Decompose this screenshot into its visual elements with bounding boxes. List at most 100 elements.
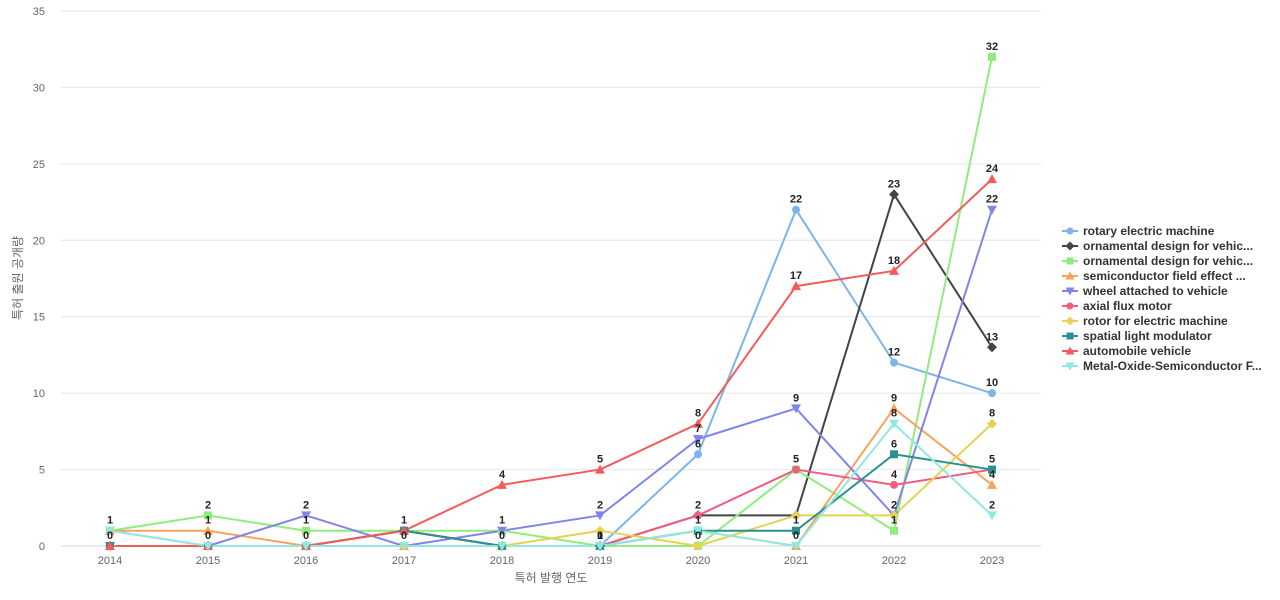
data-label: 1 bbox=[793, 515, 799, 527]
y-tick-label: 30 bbox=[33, 82, 45, 94]
legend-item[interactable]: ornamental design for vehic... bbox=[1062, 254, 1253, 268]
x-tick-label: 2016 bbox=[294, 555, 318, 567]
data-label: 0 bbox=[695, 530, 701, 542]
x-tick-label: 2017 bbox=[392, 555, 416, 567]
legend-item[interactable]: rotor for electric machine bbox=[1062, 314, 1228, 328]
data-label: 23 bbox=[888, 178, 900, 190]
data-point bbox=[595, 525, 605, 536]
series-line bbox=[109, 422, 993, 547]
series-line bbox=[109, 193, 993, 547]
data-point bbox=[399, 542, 409, 551]
data-label: 32 bbox=[986, 41, 998, 53]
data-point bbox=[203, 542, 213, 551]
legend-marker bbox=[1065, 346, 1075, 355]
data-point bbox=[399, 525, 409, 535]
grid-lines bbox=[61, 10, 1041, 547]
data-point bbox=[791, 281, 801, 291]
legend-label: rotor for electric machine bbox=[1083, 314, 1228, 328]
data-label: 8 bbox=[891, 408, 897, 420]
x-tick-label: 2023 bbox=[980, 555, 1004, 567]
data-point bbox=[301, 511, 311, 521]
legend-label: automobile vehicle bbox=[1083, 344, 1191, 358]
y-tick-label: 25 bbox=[33, 159, 45, 171]
data-point bbox=[889, 265, 899, 275]
data-point bbox=[890, 480, 898, 489]
legend-marker bbox=[1065, 241, 1075, 251]
data-point bbox=[889, 403, 899, 413]
x-axis-title: 특허 발행 연도 bbox=[515, 570, 588, 585]
data-point bbox=[987, 479, 997, 489]
data-label: 9 bbox=[793, 392, 799, 404]
legend-marker bbox=[1065, 362, 1075, 371]
data-label: 1 bbox=[401, 515, 407, 527]
data-label: 0 bbox=[499, 530, 505, 542]
data-point bbox=[302, 526, 310, 535]
data-point bbox=[987, 511, 997, 521]
data-point bbox=[105, 541, 115, 550]
data-point bbox=[497, 479, 507, 489]
data-point bbox=[890, 526, 898, 535]
legend-label: Metal-Oxide-Semiconductor F... bbox=[1083, 359, 1262, 373]
y-tick-label: 35 bbox=[33, 6, 45, 18]
data-label: 0 bbox=[401, 530, 407, 542]
x-tick-label: 2015 bbox=[196, 555, 220, 567]
data-label: 12 bbox=[888, 347, 900, 359]
data-point bbox=[987, 342, 997, 353]
data-point bbox=[105, 526, 115, 536]
data-label: 1 bbox=[107, 515, 113, 527]
data-point bbox=[791, 510, 801, 521]
legend-item[interactable]: rotary electric machine bbox=[1062, 224, 1215, 238]
data-point bbox=[693, 541, 703, 551]
x-tick-label: 2018 bbox=[490, 555, 514, 567]
series-lines bbox=[109, 55, 993, 547]
legend-item[interactable]: Metal-Oxide-Semiconductor F... bbox=[1062, 359, 1262, 373]
y-tick-label: 5 bbox=[39, 465, 45, 477]
data-point bbox=[988, 389, 996, 398]
data-label: 0 bbox=[793, 530, 799, 542]
data-label: 10 bbox=[986, 377, 998, 389]
y-tick-label: 0 bbox=[39, 541, 45, 553]
data-label: 4 bbox=[499, 469, 506, 481]
x-tick-label: 2014 bbox=[98, 555, 122, 567]
data-label: 1 bbox=[499, 515, 505, 527]
data-point bbox=[203, 525, 213, 535]
data-label: 1 bbox=[891, 515, 897, 527]
legend-label: wheel attached to vehicle bbox=[1082, 284, 1228, 298]
legend-item[interactable]: ornamental design for vehic... bbox=[1062, 239, 1253, 253]
data-point bbox=[988, 52, 996, 61]
data-point bbox=[987, 205, 997, 215]
data-label: 1 bbox=[695, 515, 701, 527]
y-axis-ticks: 0 5 10 15 20 25 30 35 bbox=[33, 6, 45, 553]
data-point bbox=[595, 464, 605, 474]
data-label: 6 bbox=[695, 438, 701, 450]
data-point bbox=[987, 418, 997, 429]
legend-marker bbox=[1065, 316, 1075, 326]
x-tick-label: 2019 bbox=[588, 555, 612, 567]
data-label: 2 bbox=[205, 499, 211, 511]
legend-item[interactable]: automobile vehicle bbox=[1062, 344, 1191, 358]
data-label: 2 bbox=[891, 499, 897, 511]
data-label: 0 bbox=[107, 530, 113, 542]
data-label: 2 bbox=[989, 499, 995, 511]
data-point bbox=[792, 205, 800, 214]
legend-item[interactable]: axial flux motor bbox=[1062, 299, 1172, 313]
x-tick-label: 2021 bbox=[784, 555, 808, 567]
legend-marker bbox=[1066, 302, 1074, 310]
y-tick-label: 15 bbox=[33, 312, 45, 324]
data-label: 22 bbox=[986, 194, 998, 206]
data-label: 8 bbox=[989, 408, 995, 420]
legend-item[interactable]: wheel attached to vehicle bbox=[1062, 284, 1228, 298]
legend-label: axial flux motor bbox=[1083, 299, 1172, 313]
legend-item[interactable]: spatial light modulator bbox=[1062, 329, 1212, 343]
data-label: 5 bbox=[989, 454, 995, 466]
data-point bbox=[889, 510, 899, 521]
data-point bbox=[889, 419, 899, 429]
data-label: 18 bbox=[888, 255, 900, 267]
legend-item[interactable]: semiconductor field effect ... bbox=[1062, 269, 1246, 283]
data-label: 1 bbox=[597, 530, 603, 542]
y-tick-label: 10 bbox=[33, 388, 45, 400]
data-label: 17 bbox=[790, 270, 802, 282]
